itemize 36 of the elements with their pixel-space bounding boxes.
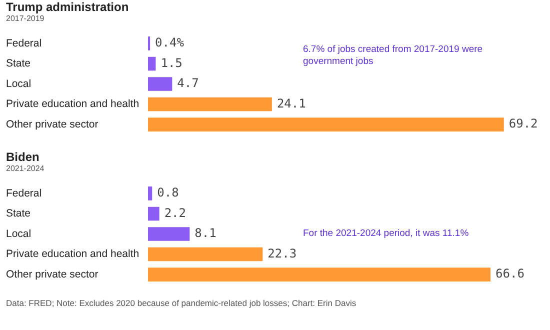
data-label: 22.3 xyxy=(268,246,297,260)
data-label: 2.2 xyxy=(164,206,186,220)
data-label: 0.8 xyxy=(157,186,179,200)
data-label: 24.1 xyxy=(276,96,306,110)
y-tick-label: Local xyxy=(6,78,32,90)
y-tick-label: Local xyxy=(6,228,32,240)
y-tick-label: Other private sector xyxy=(6,268,99,280)
y-tick-label: Federal xyxy=(6,37,42,50)
data-label: 0.4% xyxy=(155,36,185,50)
text: Data: FRED; Note: Excludes 2020 because of pandemic-related job losses; Chart: Erin Davis xyxy=(5,298,358,308)
text: Biden xyxy=(5,150,40,164)
data-label: 4.7 xyxy=(177,76,199,90)
bar xyxy=(148,56,156,71)
y-tick-label: Private education and health xyxy=(6,248,140,260)
y-tick-label: Private education and health xyxy=(6,98,140,110)
annotation: For the 2021-2024 period, it was 11.1% xyxy=(303,228,470,240)
annotation: 6.7% of jobs created from 2017-2019 were government jobs xyxy=(303,44,483,68)
bar xyxy=(148,268,491,282)
data-label: 8.1 xyxy=(194,226,216,240)
text: 2017-2019 xyxy=(5,14,46,24)
chart-title: Trump administration xyxy=(5,0,130,14)
bar xyxy=(148,118,504,132)
y-tick-label: Other private sector xyxy=(6,118,99,130)
data-label: 69.2 xyxy=(508,116,538,131)
bar xyxy=(148,247,263,262)
bar xyxy=(148,97,272,112)
bar xyxy=(148,186,152,200)
bar xyxy=(148,206,160,221)
bar xyxy=(148,227,190,241)
bar xyxy=(148,77,172,91)
text: 2021-2024 xyxy=(5,164,46,174)
y-tick-label: Federal xyxy=(6,187,42,200)
data-label: 66.6 xyxy=(496,266,524,281)
y-tick-label: State xyxy=(6,208,31,220)
data-label: 1.5 xyxy=(160,56,182,70)
y-tick-label: State xyxy=(6,58,31,70)
